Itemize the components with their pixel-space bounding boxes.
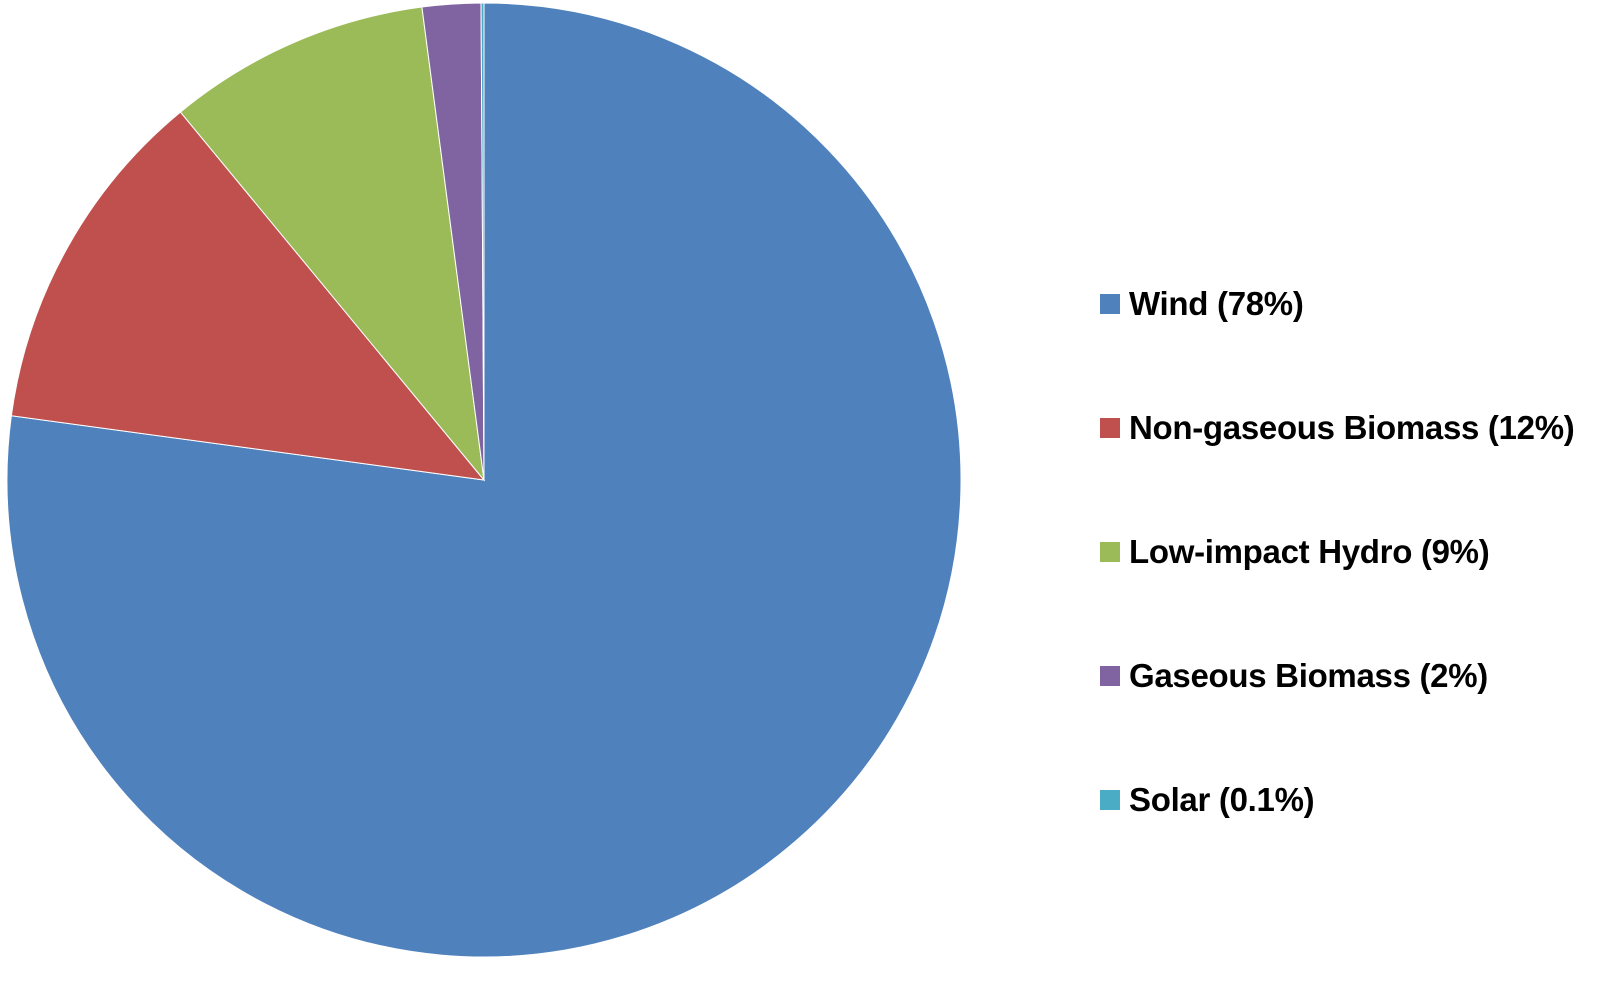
legend-item-solar: Solar (0.1%)	[1100, 776, 1574, 824]
legend-swatch-solar	[1100, 790, 1120, 810]
legend-swatch-wind	[1100, 294, 1120, 314]
legend-label-non-gaseous-biomass: Non-gaseous Biomass (12%)	[1129, 409, 1575, 446]
legend-item-wind: Wind (78%)	[1100, 280, 1574, 328]
pie-chart	[6, 2, 962, 958]
legend-item-low-impact-hydro: Low-impact Hydro (9%)	[1100, 528, 1574, 576]
legend-swatch-low-impact-hydro	[1100, 542, 1120, 562]
legend-item-gaseous-biomass: Gaseous Biomass (2%)	[1100, 652, 1574, 700]
pie-slice-low-impact-hydro	[179, 6, 485, 482]
legend-label-low-impact-hydro: Low-impact Hydro (9%)	[1129, 533, 1490, 570]
legend-item-non-gaseous-biomass: Non-gaseous Biomass (12%)	[1100, 404, 1575, 452]
legend-label-solar: Solar (0.1%)	[1129, 781, 1315, 818]
legend-label-gaseous-biomass: Gaseous Biomass (2%)	[1129, 657, 1488, 694]
pie-slice-non-gaseous-biomass	[10, 111, 486, 481]
pie-slice-solar	[480, 2, 485, 481]
legend-swatch-non-gaseous-biomass	[1100, 418, 1120, 438]
legend-swatch-gaseous-biomass	[1100, 666, 1120, 686]
legend-label-wind: Wind (78%)	[1129, 285, 1304, 322]
legend: Wind (78%) Non-gaseous Biomass (12%) Low…	[1100, 280, 1575, 824]
